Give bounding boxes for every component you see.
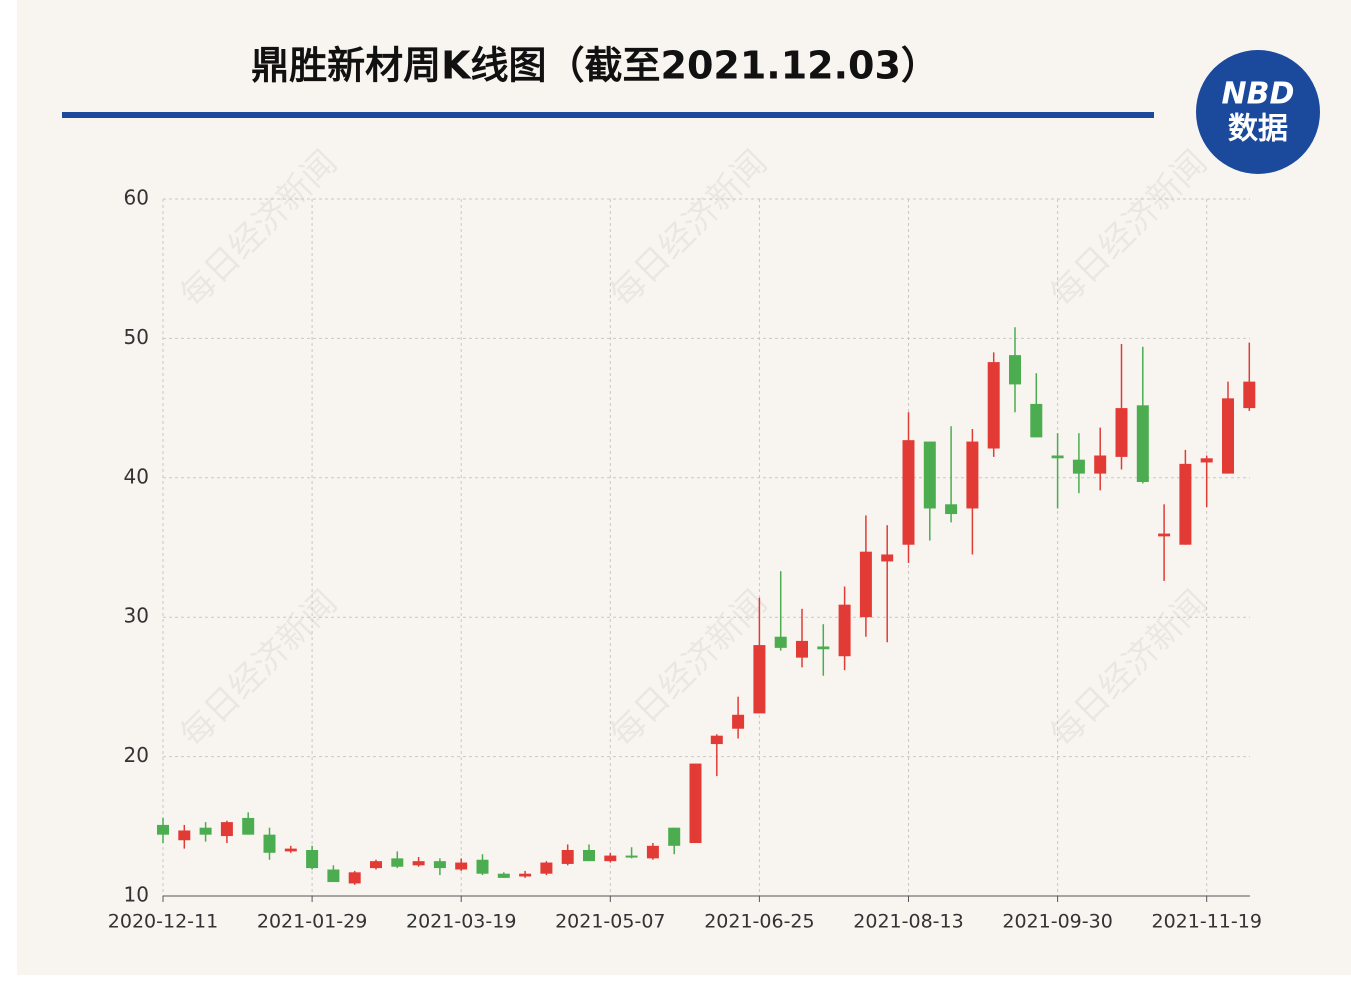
candle-body <box>902 440 915 545</box>
candle-body <box>519 873 532 877</box>
candle-body <box>646 845 659 859</box>
x-tick-label: 2021-05-07 <box>555 911 665 933</box>
candle-body <box>455 862 468 870</box>
logo-circle <box>1196 50 1320 174</box>
candle-body <box>987 362 1000 449</box>
candle-body <box>412 861 425 866</box>
candle-body <box>476 859 489 874</box>
candle-body <box>1009 355 1021 385</box>
logo-text: 数据 <box>1228 112 1288 147</box>
candle-body <box>1072 459 1085 474</box>
candle-body <box>284 848 297 852</box>
x-tick-label: 2021-08-13 <box>853 911 963 933</box>
x-tick-label: 2021-11-19 <box>1151 911 1261 933</box>
candle-body <box>859 551 872 618</box>
candle-body <box>604 855 617 862</box>
candle-body <box>1136 405 1149 482</box>
candle-body <box>710 735 723 745</box>
candle-body <box>753 645 766 714</box>
candle-body <box>1030 403 1043 438</box>
candle-body <box>732 714 745 729</box>
candle-body <box>1115 408 1128 457</box>
candle-body <box>817 646 830 650</box>
candle-body <box>966 441 979 509</box>
y-tick-label: 40 <box>124 464 149 488</box>
candle-body <box>497 873 510 878</box>
candle-body <box>774 636 787 648</box>
candle-body <box>561 849 574 864</box>
candle-body <box>689 763 702 844</box>
y-tick-label: 50 <box>124 325 149 349</box>
candle-body <box>433 861 446 869</box>
candle-body <box>370 861 382 869</box>
candle-body <box>838 604 851 657</box>
candle-body <box>1222 398 1234 474</box>
candle-body <box>220 822 233 837</box>
logo-text: NBD <box>1222 77 1295 112</box>
candle-body <box>625 855 638 858</box>
x-tick-label: 2021-09-30 <box>1002 911 1112 933</box>
candle-body <box>306 849 319 869</box>
candle-body <box>945 504 958 515</box>
background <box>17 0 1351 975</box>
candle-body <box>583 849 595 862</box>
candle-body <box>178 830 191 841</box>
y-tick-label: 20 <box>124 743 149 767</box>
y-tick-label: 60 <box>124 186 149 210</box>
candle-body <box>1200 458 1213 463</box>
y-tick-label: 10 <box>124 883 149 907</box>
chart-title: 鼎胜新材周K线图（截至2021.12.03） <box>251 44 939 88</box>
candle-body <box>391 858 404 867</box>
x-tick-label: 2021-06-25 <box>704 911 814 933</box>
x-tick-label: 2021-03-19 <box>406 911 516 933</box>
title-rule <box>62 112 1154 118</box>
candle-body <box>1094 455 1107 474</box>
candle-body <box>881 554 894 562</box>
candle-body <box>796 640 808 658</box>
candle-body <box>923 441 936 509</box>
candle-body <box>668 827 681 846</box>
y-tick-label: 30 <box>124 604 149 628</box>
candle-body <box>1051 455 1064 459</box>
candle-body <box>348 872 361 884</box>
candle-body <box>327 869 340 883</box>
candle-body <box>1243 381 1256 409</box>
candle-body <box>540 862 553 874</box>
candle-body <box>1158 533 1171 537</box>
candle-body <box>157 824 169 835</box>
candle-body <box>199 827 212 835</box>
candle-body <box>1179 463 1192 545</box>
candle-body <box>242 817 255 835</box>
x-tick-label: 2020-12-11 <box>108 911 218 933</box>
x-tick-label: 2021-01-29 <box>257 911 367 933</box>
candle-body <box>263 834 276 853</box>
